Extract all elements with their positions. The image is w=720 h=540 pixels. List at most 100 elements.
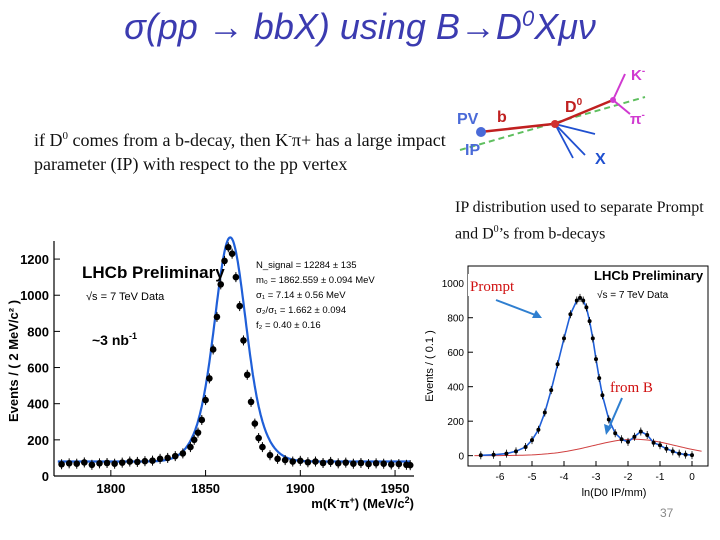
fromb-arrowhead	[604, 424, 612, 435]
ip-data-point	[578, 295, 582, 300]
ip-data-point	[677, 451, 682, 456]
ip-data-point	[651, 440, 656, 445]
ip-data-point	[478, 453, 483, 458]
mass-data-point	[164, 454, 171, 462]
fromb-arrow	[607, 397, 623, 431]
ip-chart-xlabel: ln(D0 IP/mm)	[582, 487, 647, 499]
mass-data-point	[297, 457, 304, 465]
ip-data-point	[555, 362, 560, 367]
description-text: if D0 comes from a b-decay, then K-π+ ha…	[34, 130, 446, 174]
ip-fit-curve	[480, 296, 693, 457]
mass-chart-energy: √s = 7 TeV Data	[86, 291, 165, 303]
ip-data-point	[530, 438, 534, 443]
mass-data-point	[357, 459, 365, 467]
mass-xtick-label: 1950	[381, 481, 410, 496]
ip-data-point	[587, 319, 592, 324]
secondary-component-curve	[474, 438, 702, 457]
ip-xtick-label: -3	[592, 472, 601, 483]
beam-line	[459, 96, 646, 151]
mass-data-point	[380, 460, 387, 468]
mass-data-point	[171, 452, 179, 460]
mass-data-point	[395, 460, 403, 468]
mass-fit-param: f₂ = 0.40 ± 0.16	[256, 320, 321, 331]
ip-data-point	[594, 357, 598, 362]
mass-data-point	[202, 396, 209, 404]
ip-data-point	[690, 453, 694, 458]
ip-xtick-label: -2	[624, 472, 633, 483]
mass-data-point	[350, 460, 357, 468]
mass-chart: 1800 1850 1900 1950 0 200 400 600 800 1000 1200 LH…	[6, 236, 414, 511]
b-label: b	[497, 109, 507, 126]
d0-track	[554, 98, 614, 126]
ip-chart-energy: √s = 7 TeV Data	[597, 289, 669, 301]
x-track-1	[554, 123, 596, 135]
ip-data-point	[600, 393, 605, 398]
ip-data-point	[574, 298, 579, 303]
mass-chart-luminosity: ~3 nb-1	[92, 331, 137, 348]
mass-data-point	[236, 302, 243, 310]
ip-data-point	[590, 336, 595, 341]
ip-data-point	[638, 429, 643, 434]
ip-data-point	[670, 449, 675, 454]
ip-ytick-label: 600	[447, 348, 464, 359]
prompt-arrow	[495, 299, 539, 317]
d0-vertex	[610, 97, 616, 103]
mass-data-point	[213, 313, 221, 321]
ip-xtick-label: -1	[656, 472, 665, 483]
mass-ytick-label: 200	[27, 433, 49, 448]
mass-fit-param: m₀ = 1862.559 ± 0.094 MeV	[256, 275, 375, 286]
mass-data-point	[88, 461, 96, 469]
mass-data-point	[266, 451, 274, 459]
mass-data-point	[327, 458, 334, 466]
ip-data-point	[491, 452, 496, 457]
mass-ytick-label: 600	[27, 361, 49, 376]
x-track-3	[554, 123, 574, 159]
d0-label: D0	[565, 97, 583, 116]
mass-data-point	[96, 460, 103, 467]
mass-xtick-label: 1800	[96, 481, 125, 496]
decay-diagram: PV IP b D0 K- π- X	[457, 66, 646, 168]
mass-data-point	[81, 459, 88, 466]
mass-fit-param: N_signal = 12284 ± 135	[256, 260, 357, 271]
pv-label: PV	[457, 111, 479, 128]
ip-ytick-label: 400	[447, 383, 464, 394]
ip-data-point	[504, 451, 509, 456]
mass-data-point	[334, 460, 342, 467]
mass-data-point	[134, 458, 141, 466]
ip-data-point	[536, 427, 541, 432]
piminus-label: π-	[630, 110, 645, 128]
mass-fit-param: σ₁ = 7.14 ± 0.56 MeV	[256, 290, 346, 301]
ip-data-point	[664, 446, 669, 451]
ip-ytick-label: 0	[458, 452, 464, 463]
mass-data-point	[209, 346, 217, 353]
b-vertex	[551, 120, 559, 128]
mass-data-point	[228, 250, 236, 257]
mass-xtick-label: 1850	[191, 481, 220, 496]
ip-data-point	[584, 305, 589, 310]
mass-data-point	[58, 460, 65, 468]
mass-data-point	[190, 436, 198, 444]
slide-title: σ(pp → bbX) using B→D0Xμν	[124, 6, 596, 47]
primary-vertex	[476, 127, 486, 137]
mass-data-point	[126, 458, 134, 465]
mass-chart-xlabel: m(K-π+) (MeV/c2)	[311, 495, 414, 511]
ip-data-point	[613, 431, 618, 436]
ip-data-point	[632, 434, 637, 439]
mass-data-point	[342, 459, 350, 466]
mass-fit-param: σ₂/σ₁ = 1.662 ± 0.094	[256, 305, 346, 316]
ip-data-point	[568, 312, 573, 317]
mass-data-point	[243, 371, 251, 379]
ip-data-point	[581, 298, 586, 303]
mass-data-point	[221, 257, 228, 265]
mass-data-point	[372, 460, 380, 467]
mass-data-point	[319, 459, 327, 467]
mass-data-point	[225, 244, 232, 251]
mass-data-point	[103, 459, 111, 467]
mass-data-point	[187, 443, 194, 451]
ip-data-point	[658, 443, 662, 448]
mass-data-point	[217, 281, 225, 288]
ip-data-point	[597, 376, 602, 381]
ip-xtick-label: -6	[496, 472, 505, 483]
prompt-label: Prompt	[470, 279, 515, 295]
mass-ytick-label: 1200	[20, 252, 49, 267]
